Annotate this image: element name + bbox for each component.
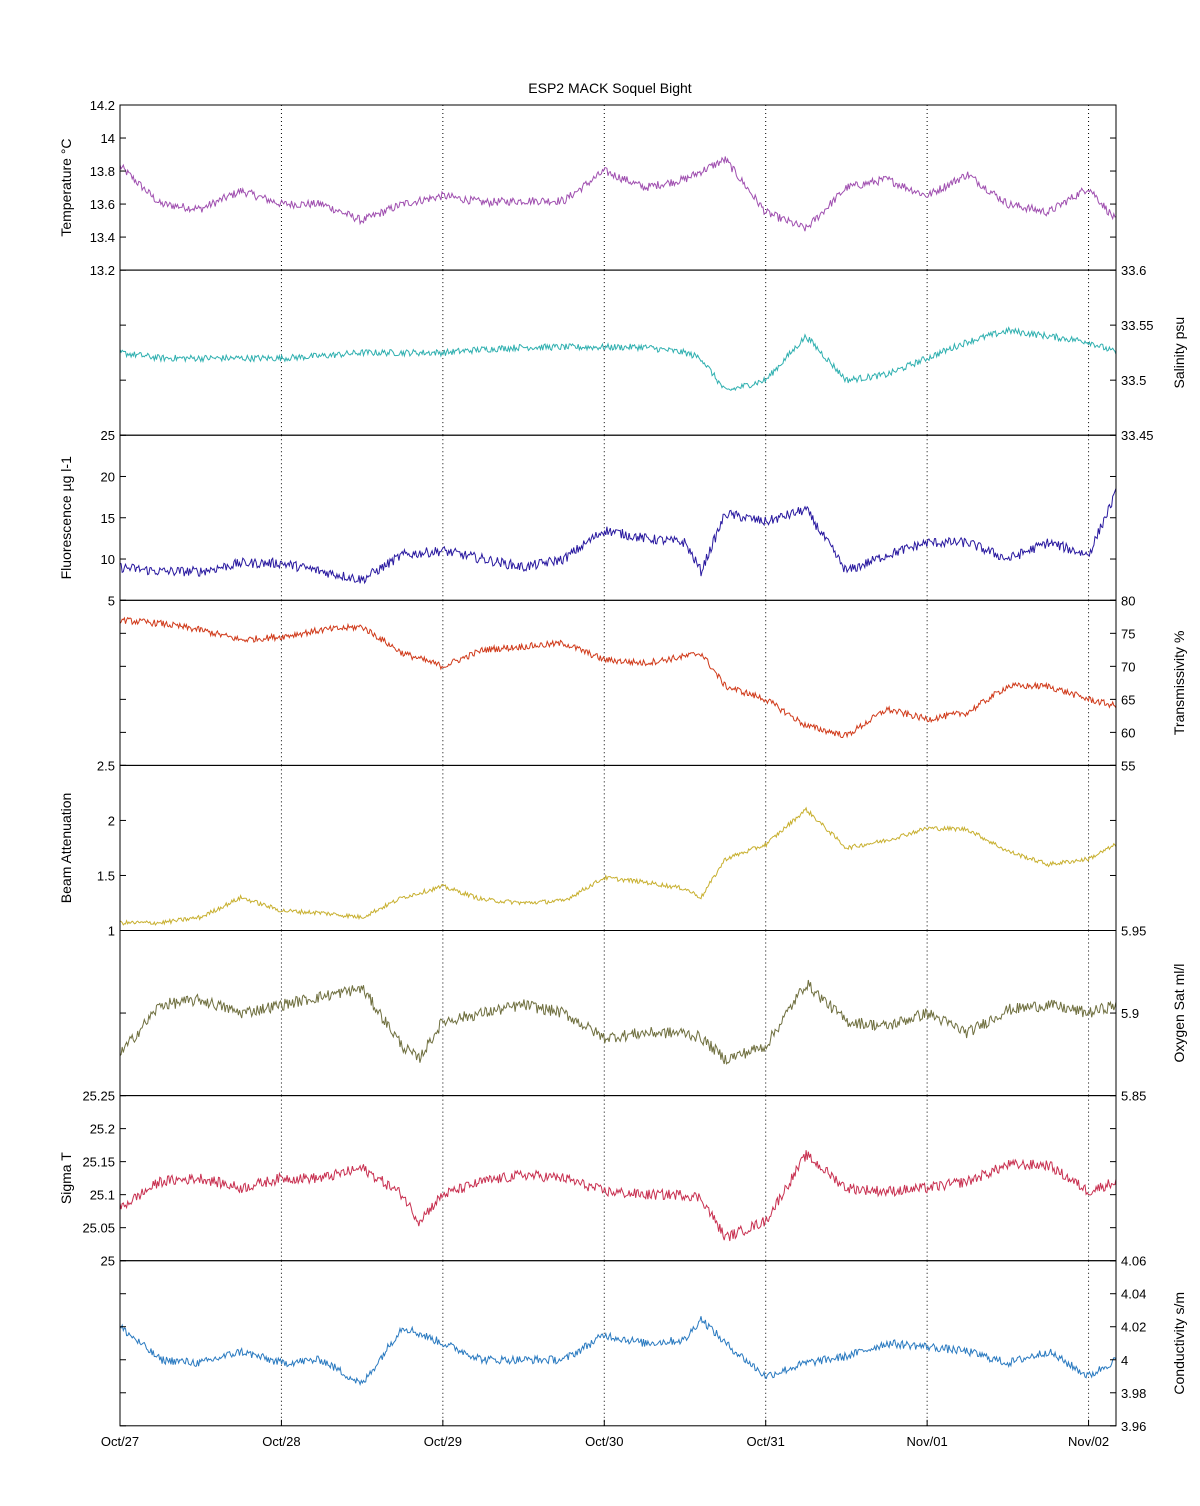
y-axis-title-sigma-t: Sigma T (58, 1152, 74, 1204)
chart-title: ESP2 MACK Soquel Bight (528, 80, 692, 96)
y-tick-label: 25.1 (90, 1188, 115, 1203)
series-line-transmissivity (119, 616, 1117, 739)
y-tick-label: 75 (1121, 626, 1135, 641)
panel-frame (119, 599, 1117, 766)
y-tick-label: 33.45 (1121, 428, 1154, 443)
x-tick-label: Oct/27 (101, 1434, 139, 1449)
x-tick-label: Oct/29 (424, 1434, 462, 1449)
y-tick-label: 25.05 (82, 1221, 115, 1236)
y-tick-label: 4.02 (1121, 1320, 1146, 1335)
y-tick-label: 33.6 (1121, 263, 1146, 278)
y-axis-title-beam-attenuation: Beam Attenuation (58, 793, 74, 904)
y-tick-label: 33.5 (1121, 373, 1146, 388)
y-tick-label: 4.06 (1121, 1254, 1146, 1269)
y-tick-label: 55 (1121, 758, 1135, 773)
panel-frame (119, 930, 1117, 1097)
y-tick-label: 5.9 (1121, 1006, 1139, 1021)
series-line-fluorescence (119, 488, 1117, 585)
y-tick-label: 25.25 (82, 1089, 115, 1104)
y-tick-label: 13.6 (90, 197, 115, 212)
series-line-beam-attenuation (119, 806, 1117, 926)
y-tick-label: 25 (101, 428, 115, 443)
panel-frame (119, 104, 1117, 271)
y-tick-label: 25.2 (90, 1122, 115, 1137)
x-tick-label: Oct/28 (262, 1434, 300, 1449)
series-line-oxygen-sat (119, 979, 1117, 1065)
panel-frame (119, 1260, 1117, 1427)
y-tick-label: 60 (1121, 725, 1135, 740)
y-tick-label: 65 (1121, 692, 1135, 707)
panel-temperature: 13.2 13.4 13.6 13.8 14 14.2 Temperature °C (58, 98, 1117, 278)
panel-transmissivity: 55 60 65 70 75 80 Transmissivity % (119, 593, 1187, 773)
y-tick-label: 13.2 (90, 263, 115, 278)
series-line-conductivity (119, 1316, 1117, 1387)
y-tick-label: 2.5 (97, 758, 115, 773)
y-tick-label: 1.5 (97, 868, 115, 883)
y-tick-label: 4.04 (1121, 1287, 1146, 1302)
y-tick-label: 25 (101, 1254, 115, 1269)
x-tick-label: Nov/01 (907, 1434, 948, 1449)
y-tick-label: 20 (101, 469, 115, 484)
panel-frame (119, 269, 1117, 436)
y-tick-label: 3.96 (1121, 1419, 1146, 1434)
y-tick-label: 80 (1121, 593, 1135, 608)
x-axis-ticks: Oct/27 Oct/28 Oct/29 Oct/30 Oct/31 Nov/01 Nov/… (101, 1419, 1109, 1449)
panel-frame (119, 1095, 1117, 1262)
panel-fluorescence: 5 10 15 20 25 Fluorescence µg l-1 (58, 428, 1117, 608)
panel-conductivity: 3.96 3.98 4 4.02 4.04 4.06 Conductivity s/m (119, 1254, 1187, 1434)
series-line-salinity (119, 326, 1117, 392)
y-tick-label: 15 (101, 511, 115, 526)
y-tick-label: 5.85 (1121, 1089, 1146, 1104)
y-tick-label: 70 (1121, 659, 1135, 674)
y-axis-title-salinity: Salinity psu (1171, 317, 1187, 389)
y-tick-label: 14 (101, 131, 115, 146)
series-line-temperature (119, 156, 1117, 232)
y-tick-label: 3.98 (1121, 1386, 1146, 1401)
y-tick-label: 2 (108, 813, 115, 828)
x-tick-label: Oct/31 (747, 1434, 785, 1449)
y-tick-label: 33.55 (1121, 318, 1154, 333)
panel-salinity: 33.45 33.5 33.55 33.6 Salinity psu (119, 263, 1187, 443)
x-tick-label: Oct/30 (585, 1434, 623, 1449)
y-axis-title-conductivity: Conductivity s/m (1171, 1292, 1187, 1395)
y-axis-title-fluorescence: Fluorescence µg l-1 (58, 456, 74, 579)
y-tick-label: 10 (101, 552, 115, 567)
panel-frame (119, 434, 1117, 601)
series-line-sigma-t (119, 1150, 1117, 1242)
panel-oxygen-sat: 5.85 5.9 5.95 Oxygen Sat ml/l (119, 924, 1187, 1104)
y-tick-label: 25.15 (82, 1155, 115, 1170)
y-tick-label: 14.2 (90, 98, 115, 113)
y-tick-label: 5 (108, 593, 115, 608)
y-tick-label: 13.8 (90, 164, 115, 179)
y-axis-title-transmissivity: Transmissivity % (1171, 631, 1187, 736)
y-axis-title-temperature: Temperature °C (58, 138, 74, 236)
y-axis-title-oxygen-sat: Oxygen Sat ml/l (1171, 964, 1187, 1063)
panel-sigma-t: 25 25.05 25.1 25.15 25.2 25.25 Sigma T (58, 1089, 1117, 1269)
panel-beam-attenuation: 1 1.5 2 2.5 Beam Attenuation (58, 758, 1117, 939)
y-tick-label: 13.4 (90, 230, 115, 245)
y-tick-label: 1 (108, 924, 115, 939)
y-tick-label: 4 (1121, 1353, 1128, 1368)
y-tick-label: 5.95 (1121, 924, 1146, 939)
x-tick-label: Nov/02 (1068, 1434, 1109, 1449)
panel-frame (119, 764, 1117, 932)
